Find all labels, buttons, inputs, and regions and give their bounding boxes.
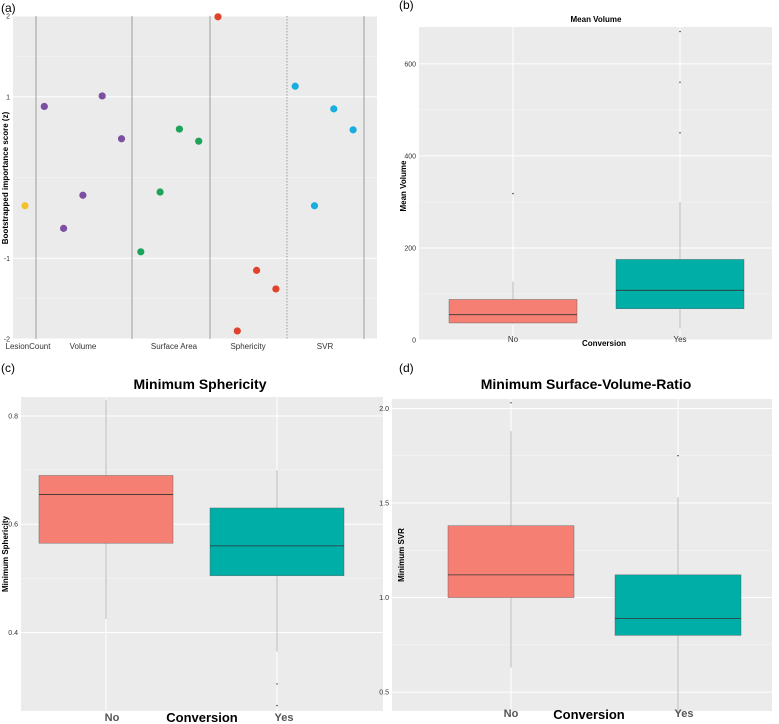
panel-2: (b) 0 200 400 600 Mean Volume Mean Volume No Yes… [399,0,772,348]
panel-label: (a) [1,1,16,15]
x-axis-title: Conversion [553,707,625,722]
y-tick-label: 0 [412,338,416,345]
box-iqr [38,475,174,544]
data-point [98,92,106,100]
data-point [117,135,126,143]
box-no [38,399,174,619]
y-tick-label: 1.0 [379,595,389,602]
y-tick-label: 0.4 [8,630,18,637]
data-point [330,105,338,113]
y-tick-label: 0.6 [8,522,18,529]
data-point [195,137,203,145]
group-label: LesionCount [6,342,52,351]
x-category-label: Yes [673,335,686,344]
group-label: SVR [317,342,334,351]
outlier-point [512,192,514,195]
data-point [21,202,29,210]
y-tick-label: 1 [6,94,10,101]
y-axis-title: Mean Volume [399,160,408,212]
y-tick-label: 0.8 [8,413,18,420]
data-point [156,188,164,196]
data-point [60,224,68,232]
data-point [272,285,280,293]
x-category-label: Yes [275,712,294,724]
y-tick-label: 2 [6,14,10,21]
box-iqr [448,299,578,324]
y-tick-label: 400 [404,153,416,160]
chart-title: Minimum Surface-Volume-Ratio [481,376,692,392]
outlier-point [679,81,681,83]
data-point [310,202,319,210]
group-label: Volume [70,342,97,351]
group-label: Sphericity [230,342,265,351]
x-category-label: No [105,712,120,724]
y-tick-label: 1.5 [379,501,389,508]
y-tick-label: 2.0 [379,406,389,413]
y-tick-label: 200 [404,245,416,252]
data-point [349,126,357,134]
box-no [448,192,578,324]
data-point [214,13,222,21]
box-no [447,402,575,668]
x-category-label: Yes [675,708,694,720]
outlier-point [510,402,512,404]
box-yes [614,455,742,715]
data-point [137,248,145,256]
box-iqr [447,525,575,598]
data-point [253,266,261,274]
y-axis-title: Minimum SVR [397,528,406,582]
chart-title: Mean Volume [571,15,623,24]
data-point [79,191,87,199]
panel-label: (b) [399,0,414,12]
panel-label: (c) [1,361,15,375]
x-category-label: No [508,335,519,344]
panel-3: (c) 0.4 0.6 0.8 Minimum Sphericity Minimum Sp… [1,361,383,724]
outlier-point [276,704,278,707]
box-iqr [614,574,742,636]
data-point [233,327,241,335]
outlier-point [679,132,681,134]
outlier-point [677,455,679,457]
y-tick-label: -2 [4,337,10,344]
outlier-point [679,30,681,33]
box-iqr [615,259,745,309]
chart-title: Minimum Sphericity [133,376,266,392]
box-yes [209,470,345,707]
outlier-point [276,683,278,685]
panel-label: (d) [399,361,414,375]
data-point [40,102,48,111]
x-axis-title: Conversion [166,710,238,724]
x-category-label: No [504,708,519,720]
box-iqr [209,507,345,576]
y-tick-label: 600 [404,61,416,68]
data-point [291,82,299,90]
x-axis-title: Conversion [582,339,626,348]
box-yes [615,30,745,329]
panel-4: (d) 0.5 1.0 1.5 2.0 Minimum SVR Minimum Surfac… [379,361,772,722]
y-axis-title: Minimum Sphericity [1,515,10,592]
y-axis-title: Bootstrapped importance score (z) [1,111,10,244]
y-tick-label: 0.5 [379,690,389,697]
group-label: Surface Area [151,342,198,351]
data-point [175,125,183,133]
y-tick-label: -1 [4,256,10,263]
panel-1: (a)2 1 -1 -2 Bootstrapped importance score (… [1,1,377,351]
